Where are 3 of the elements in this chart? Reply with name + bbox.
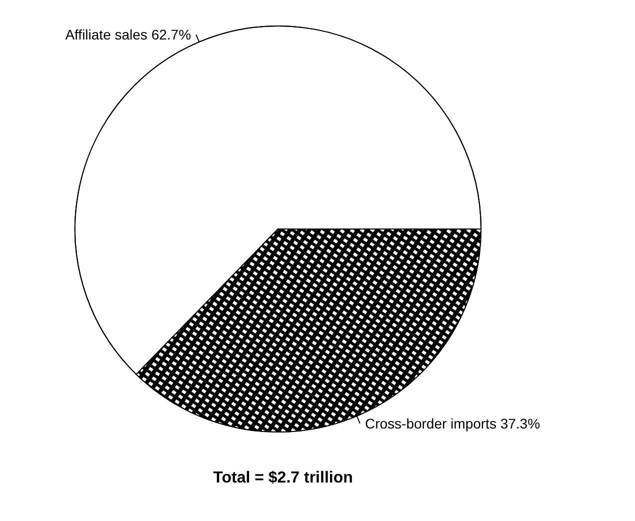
slice-label: Affiliate sales 62.7% (65, 26, 192, 43)
slice-label: Cross-border imports 37.3% (364, 415, 540, 432)
text: Total = $2.7 trillion (213, 470, 353, 486)
